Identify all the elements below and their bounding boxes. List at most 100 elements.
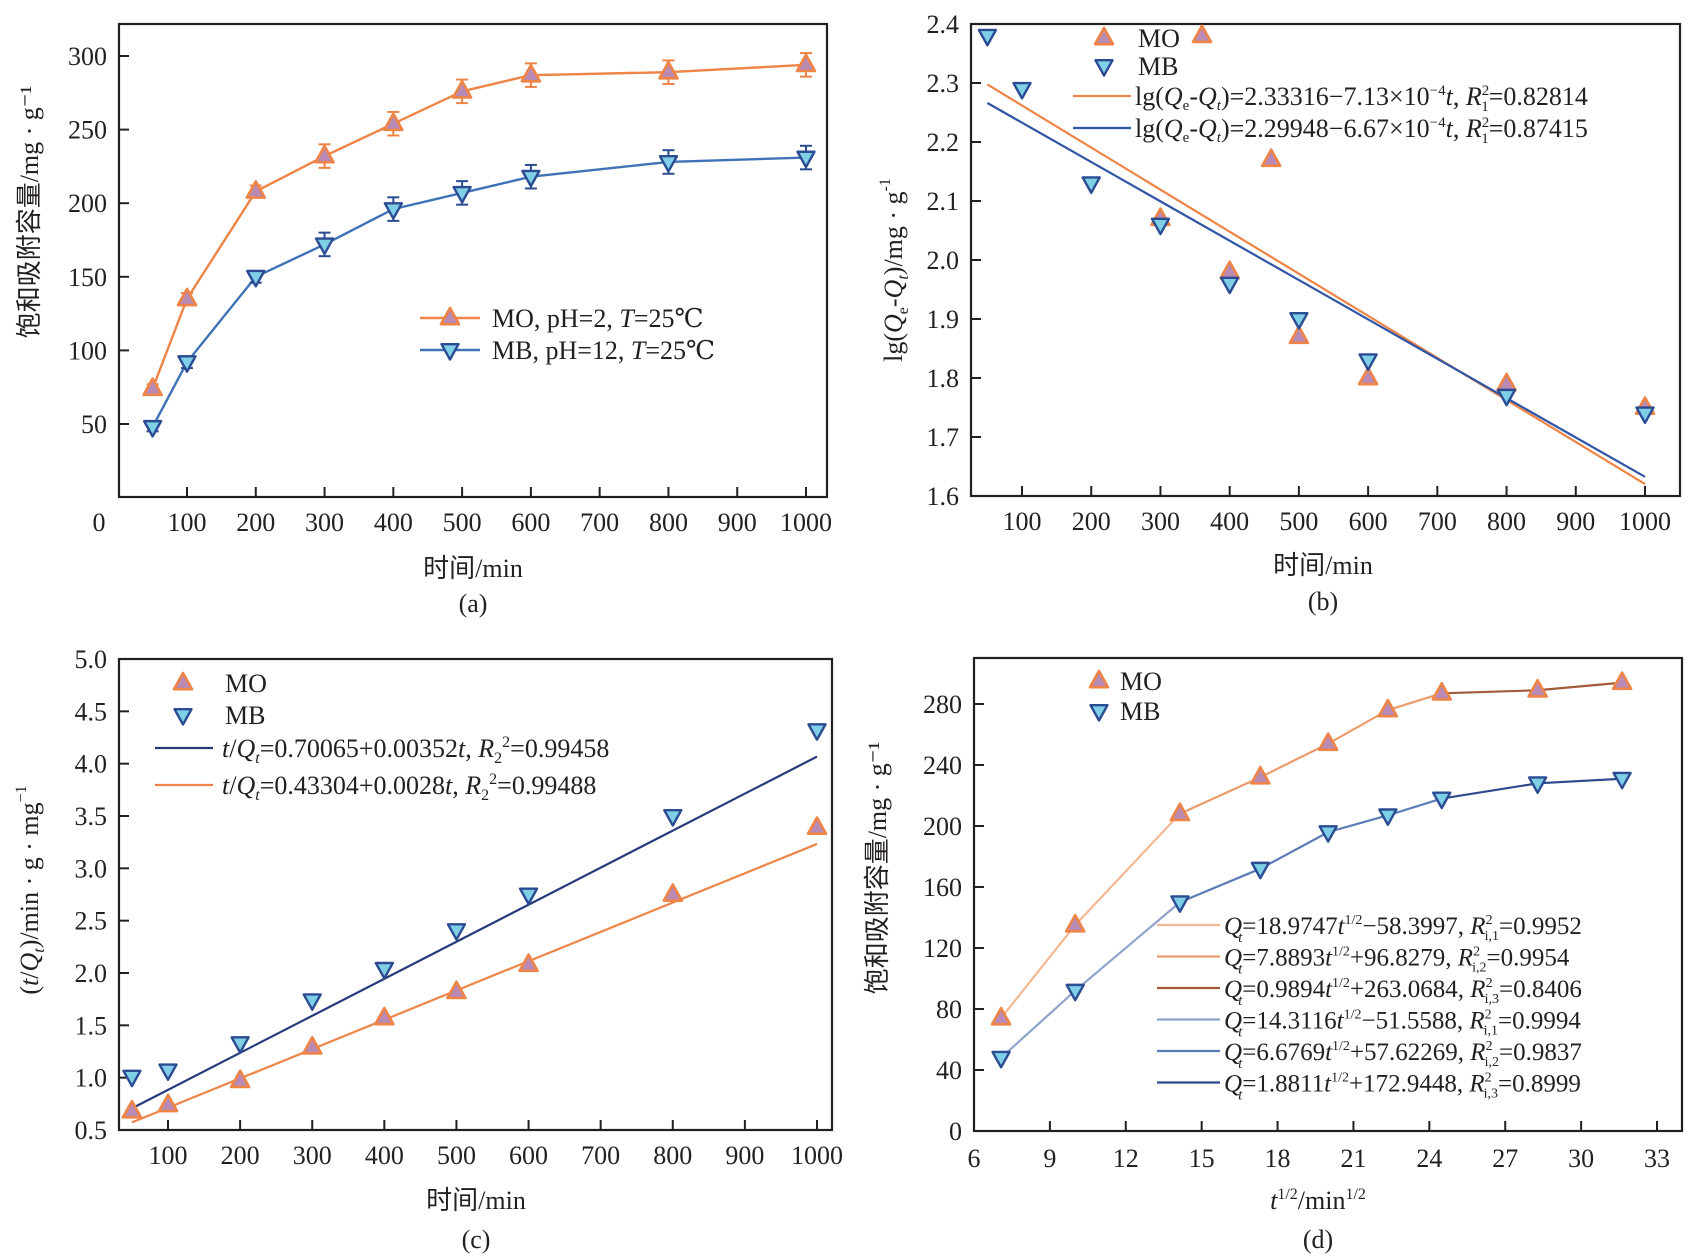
- x-tick-label: 100: [149, 1141, 188, 1170]
- fit-label-part: R: [1469, 913, 1485, 940]
- data-point-mo: [1288, 325, 1310, 345]
- legend-item-fit: t/Qt=0.70065+0.00352t, R22=0.99458: [155, 734, 609, 767]
- fit-label-part: t: [1238, 1025, 1243, 1041]
- y-tick-label: 1.9: [927, 305, 960, 334]
- x-tick-label: 600: [1349, 507, 1388, 536]
- data-point-mo: [518, 953, 539, 973]
- legend-marker-mo: [439, 306, 461, 326]
- fit-label-part: +57.62269,: [1350, 1039, 1470, 1066]
- data-point-mb: [1250, 861, 1271, 880]
- xlabel-part: t: [1270, 1186, 1278, 1215]
- fit-label-part: R: [1457, 945, 1473, 972]
- fit-label-part: 1: [1481, 99, 1489, 115]
- fit-label-part: =0.87415: [1489, 114, 1588, 143]
- fit-label-part: −51.5588,: [1362, 1008, 1470, 1035]
- fit-label-part: t: [1238, 962, 1243, 978]
- fit-line-mb: [131, 755, 818, 1110]
- y-tick-label: 200: [923, 812, 962, 841]
- fit-label-part: R: [1465, 114, 1482, 143]
- data-point-mo: [1219, 260, 1240, 280]
- data-point-mo: [658, 60, 679, 80]
- data-point-mo: [229, 1069, 251, 1089]
- fit-label-part: i,2: [1485, 1055, 1499, 1070]
- series-mo: [990, 671, 1633, 1026]
- data-point-mb: [158, 1063, 178, 1082]
- legend: MO, pH=2, T=25℃MB, pH=12, T=25℃: [420, 304, 715, 365]
- series-mb: [122, 723, 827, 1088]
- data-point-mo: [1527, 678, 1548, 698]
- data-point-mb: [807, 723, 827, 741]
- ylabel-part: Q: [879, 279, 908, 298]
- data-point-mo: [451, 79, 473, 99]
- fit-label-part: −58.3997,: [1362, 913, 1470, 940]
- fit-label-part: R: [1469, 1039, 1485, 1066]
- fit-label-part: t: [255, 787, 260, 804]
- legend-item-mo: MO: [1093, 24, 1180, 53]
- legend-label-prefix: MO, pH=2,: [492, 304, 619, 333]
- data-point-mo: [121, 1099, 143, 1119]
- x-tick-label: 21: [1340, 1144, 1366, 1173]
- fit-label-part: Q: [1224, 1071, 1242, 1098]
- data-point-mb: [1012, 81, 1032, 100]
- x-tick-label: 900: [725, 1141, 764, 1170]
- data-point-mo: [157, 1093, 179, 1113]
- x-tick-label: 1000: [1619, 507, 1671, 536]
- data-point-mo: [1431, 681, 1453, 701]
- y-tick-label: 1.8: [927, 364, 960, 393]
- data-point-mo: [301, 1035, 323, 1055]
- legend-label-italic: T: [619, 304, 635, 333]
- y-tick-label: 1.0: [75, 1064, 108, 1093]
- data-point-mb: [1496, 388, 1517, 407]
- y-tick-label: 5.0: [75, 645, 108, 674]
- ylabel-part: (: [15, 986, 44, 995]
- x-tick-label: 300: [1141, 507, 1180, 536]
- panel-d-intraparticle-diffusion: 6 9 12 15 18 21 24 27 30 3340801201602002402800t1…: [863, 656, 1684, 1254]
- data-point-mo: [1260, 148, 1282, 168]
- legend-item: MB, pH=12, T=25℃: [420, 336, 715, 365]
- x-tick-label: 27: [1492, 1144, 1518, 1173]
- data-point-mb: [1635, 406, 1655, 425]
- data-point-mo: [1064, 913, 1086, 933]
- x-tick-label: 30: [1568, 1144, 1594, 1173]
- fit-label-part: =0.8999: [1498, 1071, 1581, 1098]
- legend-label: Qt=6.6769t1/2+57.62269, R2 i,2=0.9837: [1224, 1039, 1582, 1072]
- data-point-mb: [521, 169, 541, 188]
- fit-label-part: =18.9747: [1242, 913, 1337, 940]
- fit-label-part: 2: [1486, 913, 1493, 928]
- fit-label-part: i,3: [1485, 992, 1499, 1007]
- legend-item-fit: lg(Qe-Qt)=2.33316−7.13×10−4t, R2 1=0.8281…: [1073, 82, 1588, 115]
- y-tick-label: 3.5: [75, 802, 108, 831]
- fit-label-part: t: [1238, 1056, 1243, 1072]
- y-tick-label: 0.5: [75, 1116, 108, 1145]
- fit-label-part: t: [1338, 913, 1346, 940]
- fit-label-part: =0.9894: [1242, 976, 1325, 1003]
- data-point-mb: [230, 1036, 250, 1054]
- x-axis-title: t1/2/min1/2: [1270, 1186, 1366, 1215]
- panel-label: (c): [462, 1225, 491, 1254]
- legend-marker-mo: [1088, 669, 1110, 689]
- y-tick-label: 120: [923, 934, 962, 963]
- data-point-mb: [446, 923, 467, 941]
- legend-item-mo: MO: [1088, 667, 1162, 696]
- fit-label-part: t: [1217, 98, 1222, 114]
- fit-label-part: t: [1238, 930, 1243, 946]
- fit-label-part: ,: [452, 771, 465, 800]
- data-point-mb: [142, 419, 163, 438]
- data-point-mo: [314, 144, 335, 164]
- data-point-mb: [977, 28, 998, 47]
- ylabel-part: )/mg · g: [879, 191, 908, 275]
- fit-label-part: t: [1238, 993, 1243, 1009]
- legend-label: t/Qt=0.70065+0.00352t, R22=0.99458: [222, 734, 609, 767]
- fit-label-part: ): [1221, 114, 1230, 143]
- x-tick-label: 800: [649, 508, 688, 537]
- legend-item-fit: Qt=1.8811t1/2+172.9448, R2 i,3=0.8999: [1157, 1071, 1581, 1104]
- fit-label-part: t: [1238, 1088, 1243, 1104]
- fit-label-part: 1/2: [1345, 913, 1363, 928]
- fit-label-part: t: [1325, 1039, 1333, 1066]
- data-point-mo: [1169, 802, 1191, 822]
- data-point-mo: [520, 63, 542, 83]
- legend-label: Qt=7.8893t1/2+96.8279, R2 i,2=0.9954: [1224, 945, 1570, 978]
- x-tick-label: 800: [653, 1141, 692, 1170]
- y-tick-label: 160: [923, 873, 962, 902]
